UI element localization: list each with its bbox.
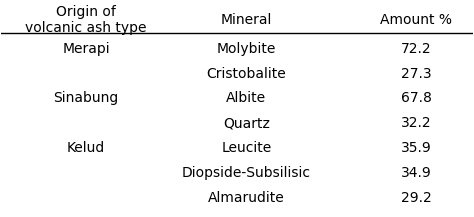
Text: Sinabung: Sinabung [54, 91, 119, 105]
Text: Cristobalite: Cristobalite [207, 67, 286, 81]
Text: Molybite: Molybite [217, 42, 276, 56]
Text: 35.9: 35.9 [401, 141, 431, 155]
Text: Quartz: Quartz [223, 116, 270, 130]
Text: 32.2: 32.2 [401, 116, 431, 130]
Text: Almarudite: Almarudite [208, 191, 285, 205]
Text: 34.9: 34.9 [401, 166, 431, 180]
Text: 67.8: 67.8 [401, 91, 431, 105]
Text: Diopside-Subsilisic: Diopside-Subsilisic [182, 166, 311, 180]
Text: 72.2: 72.2 [401, 42, 431, 56]
Text: 27.3: 27.3 [401, 67, 431, 81]
Text: Albite: Albite [227, 91, 266, 105]
Text: Origin of
volcanic ash type: Origin of volcanic ash type [26, 5, 147, 35]
Text: 29.2: 29.2 [401, 191, 431, 205]
Text: Merapi: Merapi [63, 42, 110, 56]
Text: Amount %: Amount % [380, 13, 452, 27]
Text: Kelud: Kelud [67, 141, 105, 155]
Text: Mineral: Mineral [221, 13, 272, 27]
Text: Leucite: Leucite [221, 141, 272, 155]
